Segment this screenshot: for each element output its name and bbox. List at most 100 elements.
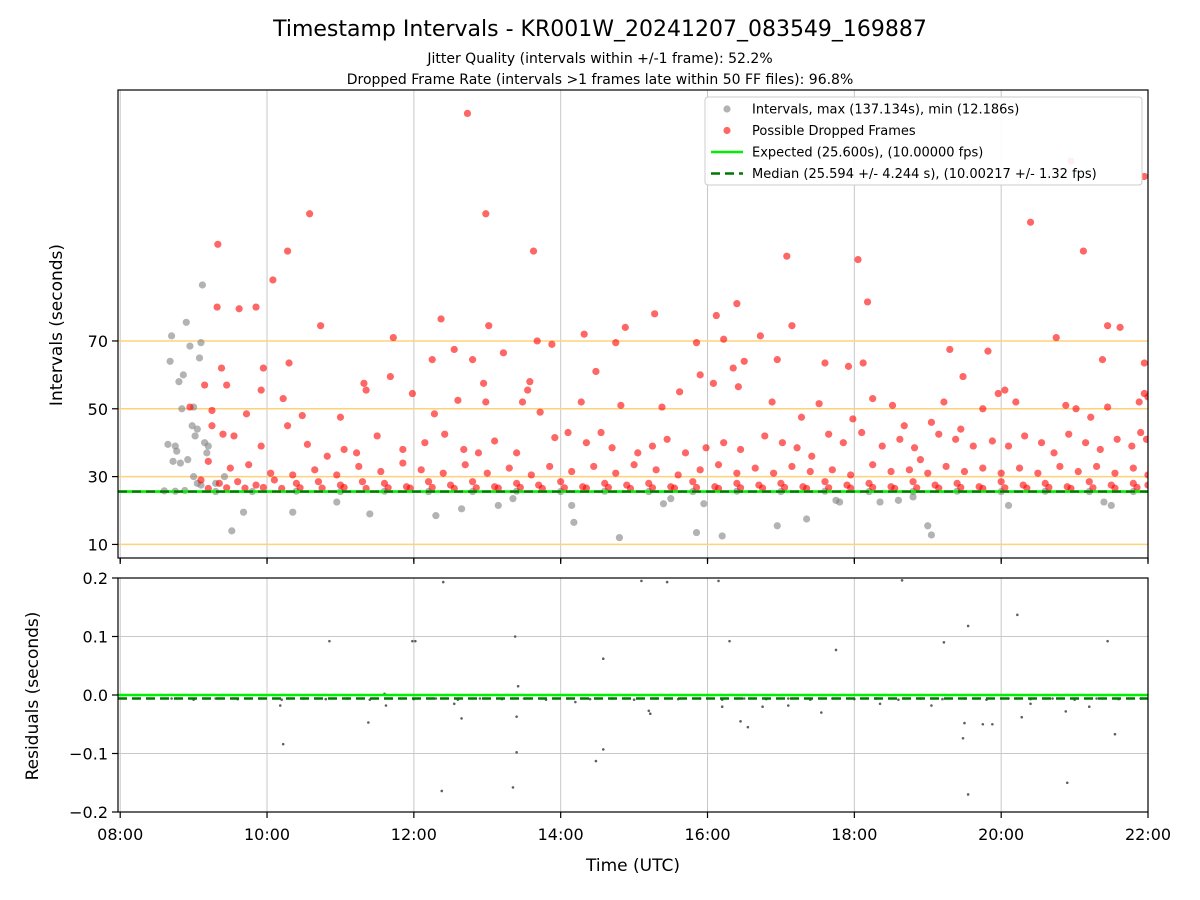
dropped-frame-point-269 xyxy=(560,484,568,492)
residual-point-80 xyxy=(786,697,790,700)
dropped-frame-point-287 xyxy=(957,483,965,492)
dropped-frame-point-18 xyxy=(712,311,720,320)
dropped-frame-point-113 xyxy=(373,432,381,440)
residual-point-57 xyxy=(280,698,284,701)
dropped-frame-point-66 xyxy=(336,413,345,421)
residual-point-21 xyxy=(515,715,518,718)
dropped-frame-point-39 xyxy=(468,356,477,364)
residual-point-64 xyxy=(434,697,438,700)
dropped-frame-point-211 xyxy=(270,476,278,484)
dropped-frame-point-265 xyxy=(472,484,480,492)
dropped-frame-point-159 xyxy=(204,457,212,465)
dropped-frame-point-47 xyxy=(740,357,748,365)
dropped-frame-point-35 xyxy=(612,339,620,347)
dropped-frame-point-175 xyxy=(546,462,554,471)
interval-point-12 xyxy=(186,342,194,350)
dropped-frame-point-46 xyxy=(773,356,781,364)
dropped-frame-point-103 xyxy=(1144,393,1148,401)
dropped-frame-point-80 xyxy=(696,371,704,379)
dropped-frame-point-27 xyxy=(1052,333,1060,342)
dropped-frame-point-9 xyxy=(1026,218,1035,226)
intervals-panel: 10 30 50 70 Intervals (seconds) Intervals, ma… xyxy=(47,89,1149,564)
interval-point-17 xyxy=(195,354,204,362)
dropped-frame-point-170 xyxy=(439,469,447,477)
dropped-frame-point-188 xyxy=(806,467,814,476)
dropped-frame-point-270 xyxy=(582,484,590,492)
interval-point-8 xyxy=(178,405,186,413)
dropped-frame-point-59 xyxy=(186,403,194,411)
interval-point-44 xyxy=(718,532,726,540)
dropped-frame-point-4 xyxy=(306,210,314,218)
dropped-frame-point-248 xyxy=(1085,478,1093,486)
interval-point-43 xyxy=(700,500,708,508)
dropped-frame-point-82 xyxy=(734,383,742,391)
dropped-frame-point-199 xyxy=(1015,464,1024,472)
dropped-frame-point-87 xyxy=(869,395,877,403)
dropped-frame-point-193 xyxy=(905,466,914,474)
residual-point-29 xyxy=(648,712,652,716)
interval-point-5 xyxy=(173,447,181,455)
interval-point-33 xyxy=(432,512,440,520)
interval-point-34 xyxy=(457,505,466,513)
dropped-frame-point-93 xyxy=(979,405,987,413)
interval-point-41 xyxy=(667,495,675,503)
interval-point-46 xyxy=(803,515,811,523)
dropped-frame-point-181 xyxy=(674,471,682,479)
residual-point-6 xyxy=(966,624,970,628)
dropped-frame-point-198 xyxy=(997,469,1005,477)
dropped-frame-point-25 xyxy=(1104,322,1112,330)
interval-point-53 xyxy=(927,531,936,539)
residual-point-94 xyxy=(1095,697,1098,700)
interval-point-54 xyxy=(1004,501,1013,510)
residual-point-47 xyxy=(786,704,790,707)
dropped-frame-point-114 xyxy=(399,445,407,454)
residual-point-11 xyxy=(728,639,731,643)
dropped-frame-point-213 xyxy=(314,478,323,486)
dropped-frame-point-49 xyxy=(844,362,853,370)
dropped-frame-point-191 xyxy=(869,461,877,469)
dropped-frame-point-285 xyxy=(913,484,921,492)
dropped-frame-point-196 xyxy=(960,467,969,476)
dropped-frame-point-286 xyxy=(935,484,943,492)
interval-point-31 xyxy=(333,498,341,506)
dropped-frame-point-127 xyxy=(648,442,657,450)
intervals-ytick-label-1: 30 xyxy=(88,468,108,487)
dropped-frame-point-259 xyxy=(340,483,348,492)
dropped-frame-point-24 xyxy=(621,323,629,331)
residual-point-41 xyxy=(278,704,282,707)
interval-point-27 xyxy=(220,473,229,481)
dropped-frame-point-101 xyxy=(1135,398,1143,406)
interval-point-10 xyxy=(182,318,190,326)
dropped-frame-point-148 xyxy=(1004,442,1013,450)
dropped-frame-point-109 xyxy=(303,440,312,448)
x-tick-label-4: 16:00 xyxy=(684,825,730,844)
dropped-frame-point-121 xyxy=(551,434,559,442)
dropped-frame-point-164 xyxy=(311,466,319,474)
dropped-frame-point-119 xyxy=(491,437,499,445)
residual-point-16 xyxy=(516,684,520,688)
dropped-frame-point-137 xyxy=(825,430,833,438)
x-tick-label-0: 08:00 xyxy=(97,825,143,844)
interval-point-11 xyxy=(184,456,192,464)
dropped-frame-point-262 xyxy=(406,484,414,492)
dropped-frame-point-271 xyxy=(604,483,613,492)
dropped-frame-point-293 xyxy=(1089,484,1097,492)
dropped-frame-point-257 xyxy=(296,484,304,492)
dropped-frame-point-6 xyxy=(482,210,490,218)
dropped-frame-point-230 xyxy=(689,478,697,486)
dropped-frame-point-99 xyxy=(1087,413,1095,421)
dropped-frame-point-118 xyxy=(474,449,483,457)
dropped-frame-point-172 xyxy=(483,469,491,477)
residual-point-36 xyxy=(991,722,994,726)
x-tick-label-6: 20:00 xyxy=(978,825,1024,844)
dropped-frame-point-8 xyxy=(1079,247,1087,255)
dropped-frame-point-63 xyxy=(279,395,287,403)
residual-point-33 xyxy=(961,736,965,740)
dropped-frame-point-42 xyxy=(259,364,267,372)
residual-point-42 xyxy=(384,704,388,707)
chart-subtitle-jitter: Jitter Quality (intervals within +/-1 fr… xyxy=(426,51,772,67)
x-tick-label-7: 22:00 xyxy=(1125,825,1171,844)
dropped-frame-point-7 xyxy=(529,247,538,255)
legend-label-dropped: Possible Dropped Frames xyxy=(752,124,916,139)
interval-point-51 xyxy=(909,493,917,501)
